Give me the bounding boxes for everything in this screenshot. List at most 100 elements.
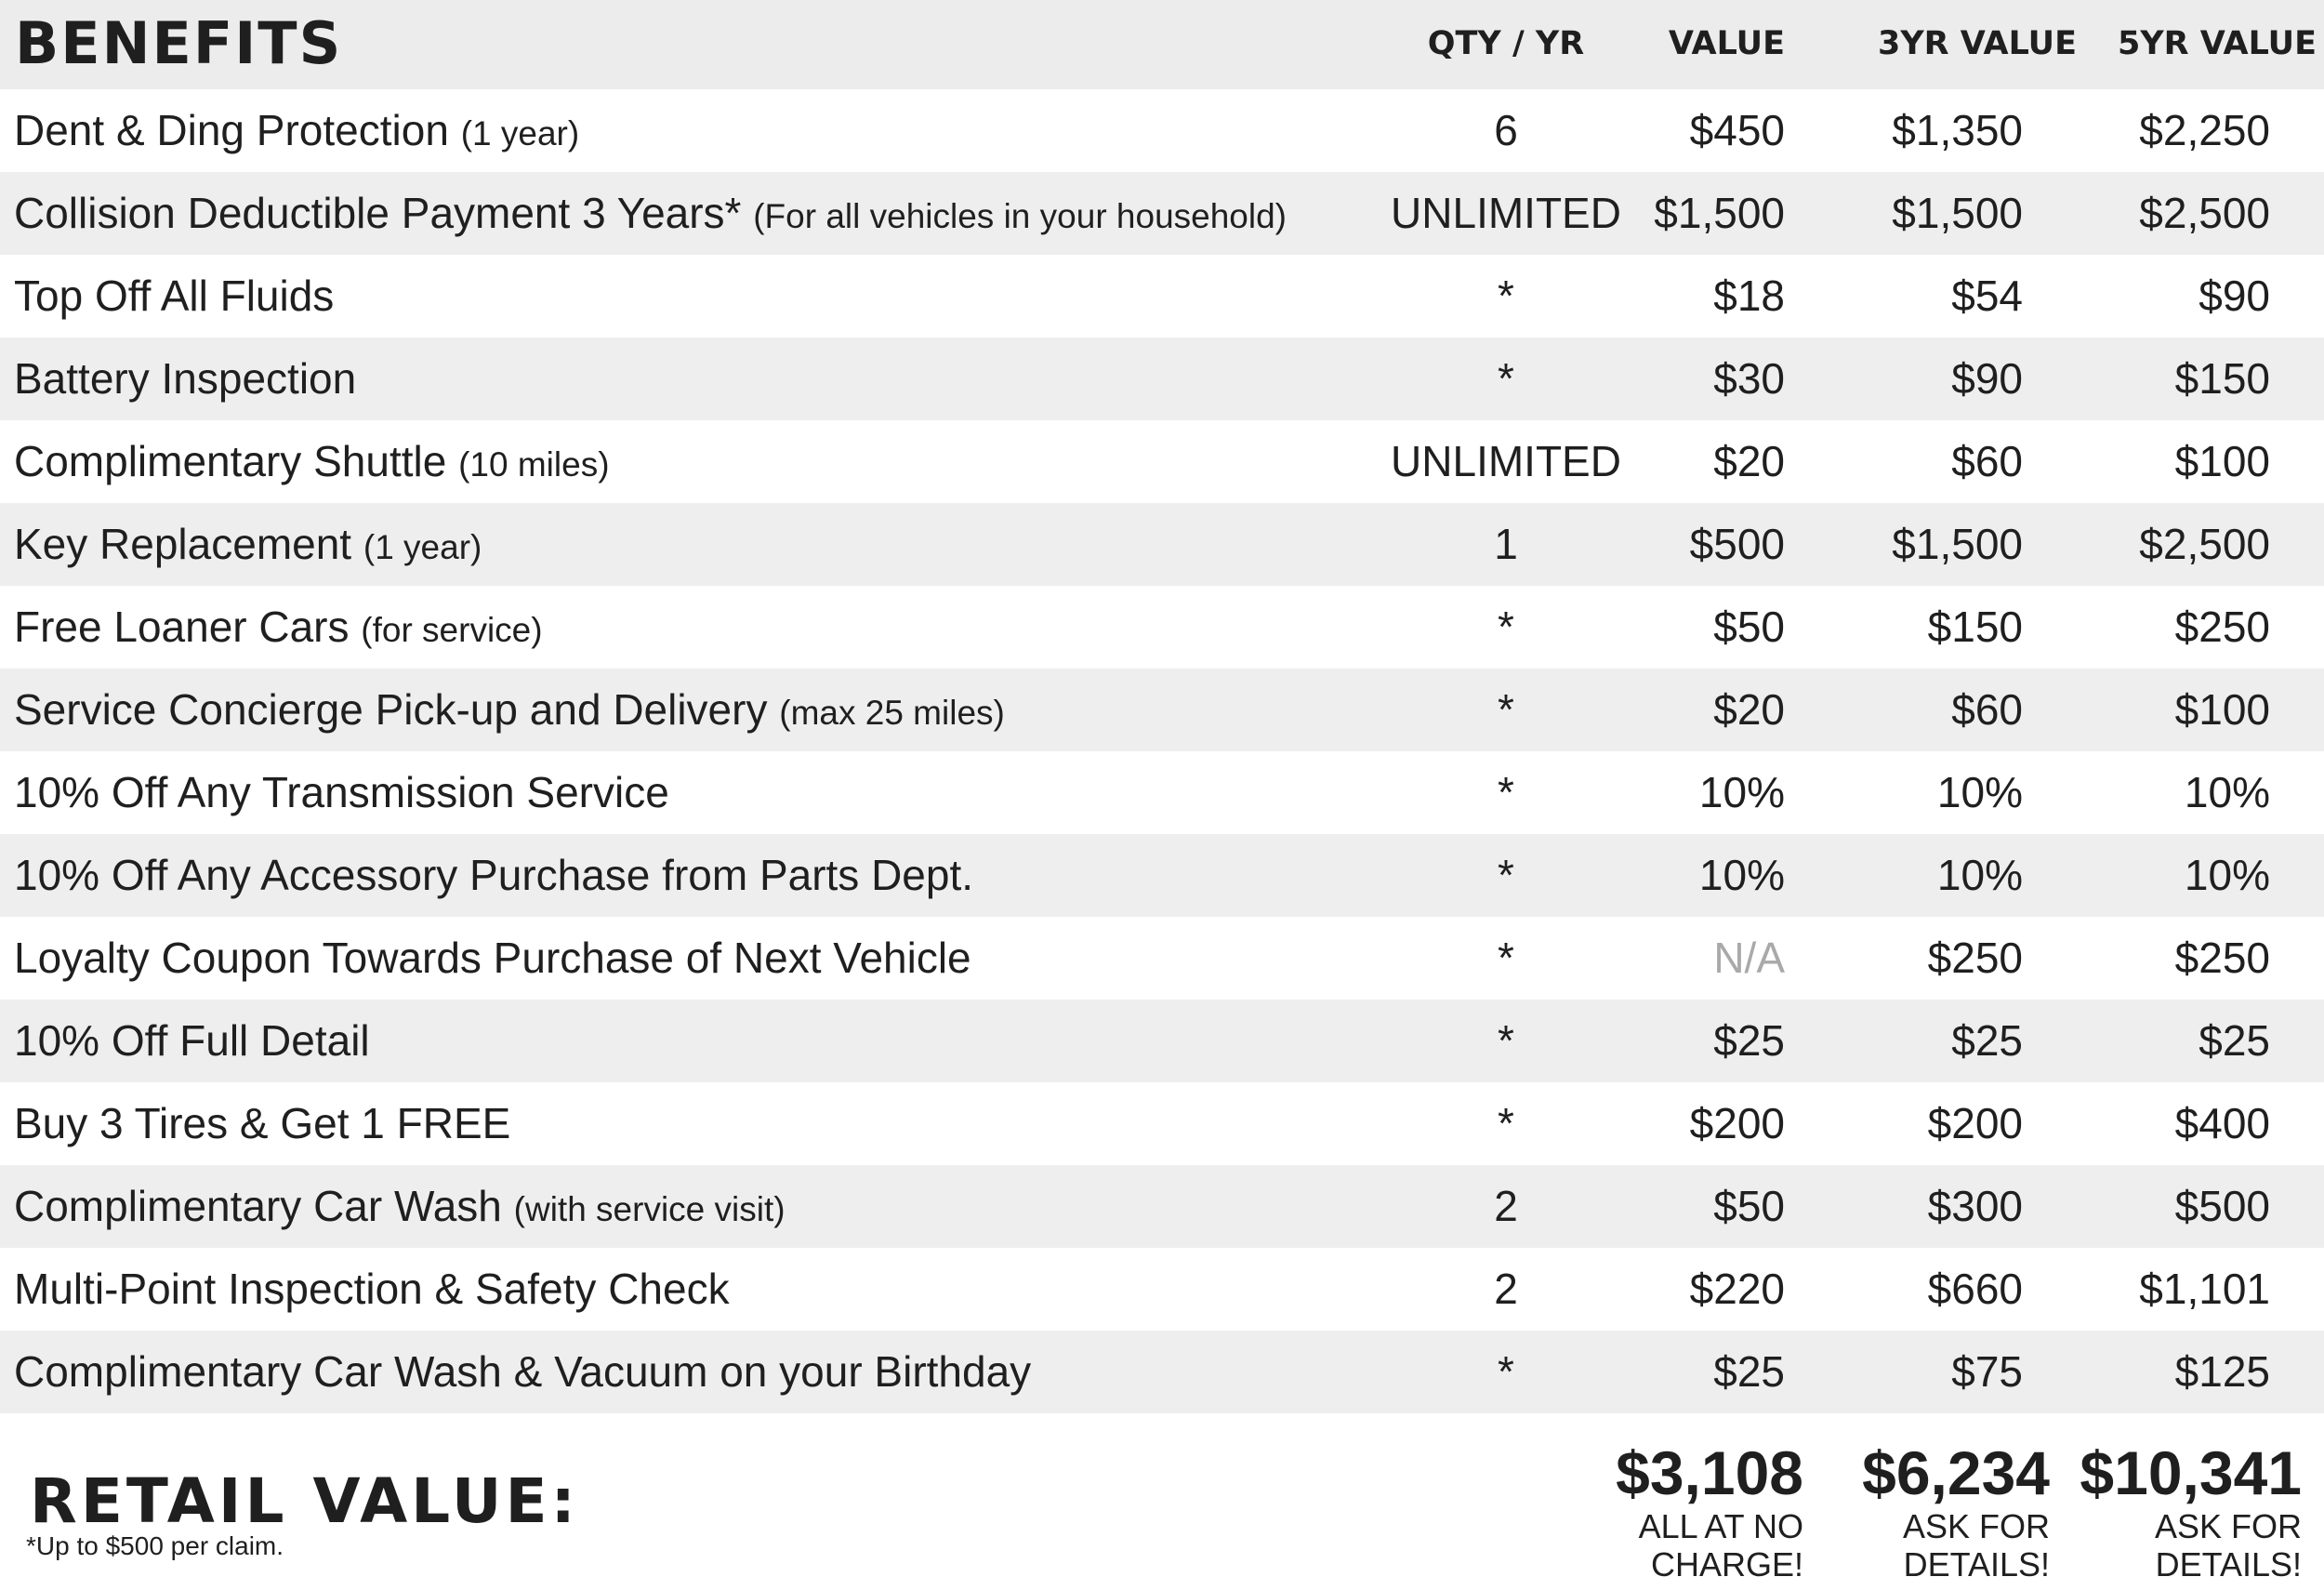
benefit-name: Buy 3 Tires & Get 1 FREE — [14, 1099, 511, 1147]
value-3yr-cell: $60 — [1951, 685, 2023, 734]
value-5yr-cell: $2,500 — [2139, 520, 2270, 568]
table-row: 10% Off Any Transmission Service * 10% 10% 1… — [0, 751, 2324, 834]
total-value-caption-line1: ALL AT NO — [1638, 1507, 1803, 1545]
value-cell: 10% — [1698, 768, 1785, 816]
value-3yr-cell: $25 — [1951, 1016, 2023, 1065]
qty-cell: * — [1498, 685, 1514, 734]
benefit-note: (1 year) — [363, 528, 482, 566]
qty-cell: UNLIMITED — [1391, 189, 1621, 237]
total-5yr-caption-line1: ASK FOR — [2154, 1507, 2302, 1545]
table-row: Free Loaner Cars (for service) * $50 $150 $2… — [0, 586, 2324, 669]
benefit-note: (with service visit) — [513, 1190, 786, 1228]
benefit-label: Service Concierge Pick-up and Delivery (… — [14, 669, 1005, 754]
qty-cell: UNLIMITED — [1391, 437, 1621, 485]
benefit-label: Multi-Point Inspection & Safety Check — [14, 1248, 730, 1331]
qty-cell: * — [1498, 934, 1514, 982]
value-5yr-cell: $25 — [2199, 1016, 2270, 1065]
value-3yr-cell: $1,350 — [1892, 106, 2023, 154]
benefit-label: 10% Off Any Transmission Service — [14, 751, 669, 834]
benefit-label: 10% Off Full Detail — [14, 1000, 370, 1082]
value-cell: $220 — [1689, 1265, 1785, 1313]
value-3yr-cell: 10% — [1936, 768, 2023, 816]
benefit-name: 10% Off Any Transmission Service — [14, 768, 669, 816]
value-cell: $25 — [1713, 1016, 1785, 1065]
benefit-label: Free Loaner Cars (for service) — [14, 586, 543, 671]
table-row: Key Replacement (1 year) 1 $500 $1,500 $2,50… — [0, 503, 2324, 586]
benefit-name: Loyalty Coupon Towards Purchase of Next … — [14, 934, 971, 982]
value-3yr-cell: $250 — [1927, 934, 2023, 982]
value-3yr-cell: $90 — [1951, 354, 2023, 403]
table-row: Top Off All Fluids * $18 $54 $90 — [0, 255, 2324, 338]
benefit-name: 10% Off Any Accessory Purchase from Part… — [14, 851, 974, 899]
benefit-name: Collision Deductible Payment 3 Years* — [14, 189, 742, 237]
table-row: 10% Off Full Detail * $25 $25 $25 — [0, 1000, 2324, 1082]
benefit-label: Key Replacement (1 year) — [14, 503, 482, 589]
column-header-5yr-value: 5YR VALUE — [2117, 25, 2317, 62]
column-header-qty: QTY / YR — [1427, 25, 1585, 62]
value-5yr-cell: $100 — [2174, 685, 2270, 734]
benefit-note: (For all vehicles in your household) — [753, 197, 1287, 235]
benefit-label: Loyalty Coupon Towards Purchase of Next … — [14, 917, 971, 1000]
benefit-label: Collision Deductible Payment 3 Years* (F… — [14, 172, 1287, 258]
total-3yr-caption-line1: ASK FOR — [1902, 1507, 2050, 1545]
retail-value-label: RETAIL VALUE: — [30, 1465, 579, 1537]
qty-cell: * — [1498, 851, 1514, 899]
benefit-name: Free Loaner Cars — [14, 603, 350, 651]
value-3yr-cell: $1,500 — [1892, 520, 2023, 568]
qty-cell: * — [1498, 272, 1514, 320]
benefit-note: (for service) — [361, 611, 543, 649]
column-header-value: VALUE — [1668, 25, 1785, 62]
benefit-name: Service Concierge Pick-up and Delivery — [14, 685, 768, 734]
value-3yr-cell: $200 — [1927, 1099, 2023, 1147]
value-5yr-cell: $2,500 — [2139, 189, 2270, 237]
benefit-name: Complimentary Car Wash — [14, 1182, 502, 1230]
value-5yr-cell: $125 — [2174, 1347, 2270, 1396]
page-title: BENEFITS — [15, 9, 343, 77]
value-3yr-cell: $1,500 — [1892, 189, 2023, 237]
total-3yr-caption-line2: DETAILS! — [1903, 1545, 2050, 1583]
value-3yr-cell: 10% — [1936, 851, 2023, 899]
total-5yr-caption-line2: DETAILS! — [2155, 1545, 2302, 1583]
table-row: 10% Off Any Accessory Purchase from Part… — [0, 834, 2324, 917]
value-5yr-cell: $250 — [2174, 603, 2270, 651]
total-value-caption-line2: CHARGE! — [1650, 1545, 1803, 1583]
table-row: Complimentary Shuttle (10 miles) UNLIMITE… — [0, 420, 2324, 503]
qty-cell: 2 — [1494, 1265, 1518, 1313]
value-cell: $500 — [1689, 520, 1785, 568]
value-3yr-cell: $150 — [1927, 603, 2023, 651]
value-cell: $200 — [1689, 1099, 1785, 1147]
total-value-amount: $3,108 — [1616, 1438, 1803, 1507]
value-cell: 10% — [1698, 851, 1785, 899]
table-row: Multi-Point Inspection & Safety Check 2 $2… — [0, 1248, 2324, 1331]
qty-cell: 6 — [1494, 106, 1518, 154]
value-cell: $25 — [1713, 1347, 1785, 1396]
total-5yr-value: $10,341 ASK FOR DETAILS! — [2023, 1438, 2302, 1583]
table-header: BENEFITS QTY / YR VALUE 3YR VALUE 5YR VA… — [0, 0, 2324, 89]
benefit-name: Complimentary Shuttle — [14, 437, 447, 485]
benefit-name: 10% Off Full Detail — [14, 1016, 370, 1065]
value-cell: $18 — [1713, 272, 1785, 320]
value-5yr-cell: $250 — [2174, 934, 2270, 982]
total-3yr-value: $6,234 ASK FOR DETAILS! — [1771, 1438, 2050, 1583]
value-5yr-cell: $2,250 — [2139, 106, 2270, 154]
table-row: Dent & Ding Protection (1 year) 6 $450 $1,3… — [0, 89, 2324, 172]
value-5yr-cell: $500 — [2174, 1182, 2270, 1230]
table-row: Loyalty Coupon Towards Purchase of Next … — [0, 917, 2324, 1000]
table-row: Collision Deductible Payment 3 Years* (F… — [0, 172, 2324, 255]
value-3yr-cell: $300 — [1927, 1182, 2023, 1230]
benefit-label: Battery Inspection — [14, 338, 356, 420]
benefit-name: Top Off All Fluids — [14, 272, 335, 320]
retail-value-footer: RETAIL VALUE: *Up to $500 per claim. $3,… — [0, 1418, 2324, 1590]
total-value: $3,108 ALL AT NO CHARGE! — [1525, 1438, 1803, 1583]
table-row: Complimentary Car Wash (with service vis… — [0, 1165, 2324, 1248]
benefit-label: Buy 3 Tires & Get 1 FREE — [14, 1082, 510, 1165]
qty-cell: 2 — [1494, 1182, 1518, 1230]
benefits-table: Dent & Ding Protection (1 year) 6 $450 $1,3… — [0, 89, 2324, 1413]
table-row: Complimentary Car Wash & Vacuum on your … — [0, 1331, 2324, 1413]
value-5yr-cell: $100 — [2174, 437, 2270, 485]
qty-cell: * — [1498, 354, 1514, 403]
benefit-label: Complimentary Shuttle (10 miles) — [14, 420, 610, 506]
value-cell: $20 — [1713, 685, 1785, 734]
benefit-label: Dent & Ding Protection (1 year) — [14, 89, 579, 175]
